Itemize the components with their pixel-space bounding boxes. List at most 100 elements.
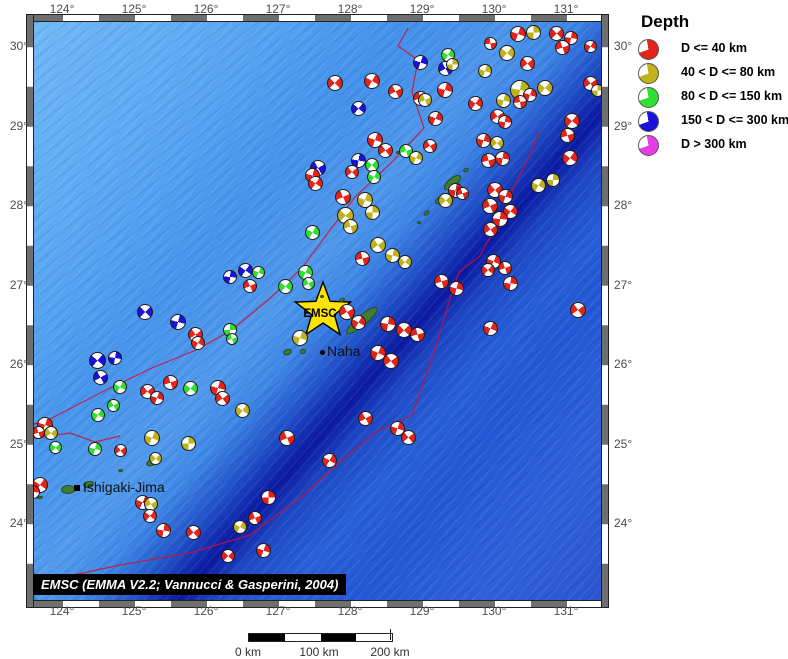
place-marker-square: [74, 485, 80, 491]
focal-mechanism-beachball: [214, 390, 230, 406]
focal-mechanism-beachball: [34, 425, 45, 439]
focal-mechanism-beachball: [367, 132, 383, 148]
scale-bar-label: 200 km: [370, 645, 410, 659]
focal-mechanism-beachball: [437, 192, 453, 208]
island: [338, 296, 346, 304]
scale-bar-segment: [356, 634, 392, 641]
focal-mechanism-beachball: [350, 100, 366, 116]
focal-mechanism-beachball: [554, 39, 570, 55]
latitude-tick-label: 24°: [9, 516, 28, 530]
focal-mechanism-beachball: [525, 24, 541, 40]
focal-mechanism-beachball: [499, 45, 515, 61]
island: [462, 166, 470, 174]
bathymetry-texture-dark: [34, 22, 601, 600]
focal-mechanism-beachball: [475, 132, 491, 148]
focal-mechanism-beachball: [467, 95, 483, 111]
legend-beachball-g: [638, 86, 659, 108]
focal-mechanism-beachball: [243, 279, 257, 293]
focal-mechanism-beachball: [279, 430, 295, 446]
focal-mechanism-beachball: [364, 204, 380, 220]
focal-mechanism-beachball: [482, 221, 498, 237]
focal-mechanism-beachball: [370, 237, 386, 253]
longitude-tick-label: 127°: [265, 2, 291, 16]
focal-mechanism-beachball: [357, 410, 373, 426]
focal-mechanism-beachball: [482, 198, 498, 214]
attribution-box: EMSC (EMMA V2.2; Vannucci & Gasperini, 2…: [33, 574, 347, 595]
focal-mechanism-beachball: [292, 330, 308, 346]
place-label: Naha: [327, 343, 361, 359]
focal-mechanism-beachball: [335, 189, 351, 205]
focal-mechanism-beachball: [251, 265, 265, 279]
focal-mechanism-beachball: [389, 420, 405, 436]
longitude-tick-label: 128°: [337, 604, 363, 618]
focal-mechanism-beachball: [345, 165, 359, 179]
focal-mechanism-beachball: [562, 150, 578, 166]
bathymetry-texture-light: [34, 22, 601, 600]
focal-mechanism-beachball: [113, 443, 127, 457]
ridge-light-band: [34, 22, 601, 600]
focal-mechanism-beachball: [226, 333, 238, 345]
focal-mechanism-beachball: [143, 509, 157, 523]
map-frame-left: [26, 14, 34, 608]
island: [422, 209, 430, 217]
focal-mechanism-beachball: [490, 136, 504, 150]
longitude-tick-label: 125°: [121, 2, 147, 16]
focal-mechanism-beachball: [418, 93, 432, 107]
scale-bar: [248, 633, 393, 642]
focal-mechanism-beachball: [409, 151, 423, 165]
legend-label: 40 < D <= 80 km: [681, 65, 776, 79]
focal-mechanism-beachball: [357, 192, 373, 208]
focal-mechanism-beachball: [590, 83, 601, 97]
latitude-tick-label: 24°: [614, 516, 633, 530]
focal-mechanism-beachball: [478, 64, 492, 78]
focal-mechanism-beachball: [559, 127, 575, 143]
focal-mechanism-beachball: [255, 542, 271, 558]
focal-mechanism-beachball: [182, 380, 198, 396]
latitude-tick-label: 28°: [9, 198, 28, 212]
focal-mechanism-beachball: [113, 380, 127, 394]
focal-mechanism-beachball: [108, 351, 122, 365]
longitude-tick-label: 128°: [337, 2, 363, 16]
longitude-tick-label: 129°: [409, 604, 435, 618]
focal-mechanism-beachball: [277, 278, 293, 294]
focal-mechanism-beachball: [495, 92, 511, 108]
place-label: Ishigaki-Jima: [83, 479, 165, 495]
focal-mechanism-beachball: [48, 440, 62, 454]
focal-mechanism-beachball: [307, 175, 323, 191]
focal-mechanism-beachball: [481, 263, 495, 277]
focal-mechanism-beachball: [223, 270, 237, 284]
focal-mechanism-beachball: [498, 115, 512, 129]
focal-mechanism-beachball: [185, 524, 201, 540]
island: [281, 347, 293, 357]
focal-mechanism-beachball: [155, 522, 171, 538]
focal-mechanism-beachball: [260, 489, 276, 505]
focal-mechanism-beachball: [106, 398, 120, 412]
longitude-tick-label: 130°: [481, 604, 507, 618]
legend-label: D <= 40 km: [681, 41, 748, 55]
focal-mechanism-beachball: [354, 250, 370, 266]
focal-mechanism-beachball: [170, 314, 186, 330]
focal-mechanism-beachball: [494, 150, 510, 166]
focal-mechanism-beachball: [301, 276, 315, 290]
focal-mechanism-beachball: [321, 452, 337, 468]
focal-mechanism-beachball: [502, 275, 518, 291]
focal-mechanism-beachball: [445, 57, 459, 71]
scale-bar-segment: [320, 634, 357, 641]
legend-beachball-r: [638, 38, 659, 60]
longitude-tick-label: 131°: [553, 2, 579, 16]
focal-mechanism-beachball: [482, 320, 498, 336]
latitude-tick-label: 27°: [614, 277, 633, 292]
longitude-tick-label: 130°: [481, 2, 507, 16]
latitude-tick-label: 28°: [614, 198, 633, 212]
focal-mechanism-beachball: [530, 177, 546, 193]
focal-mechanism-beachball: [427, 110, 443, 126]
latitude-tick-label: 30°: [9, 39, 28, 53]
legend-beachball-o: [638, 62, 659, 84]
focal-mechanism-beachball: [144, 430, 160, 446]
scale-bar-label: 0 km: [234, 645, 261, 659]
latitude-tick-label: 27°: [9, 277, 28, 292]
focal-mechanism-beachball: [162, 374, 178, 390]
focal-mechanism-beachball: [377, 142, 393, 158]
focal-mechanism-beachball: [387, 83, 403, 99]
